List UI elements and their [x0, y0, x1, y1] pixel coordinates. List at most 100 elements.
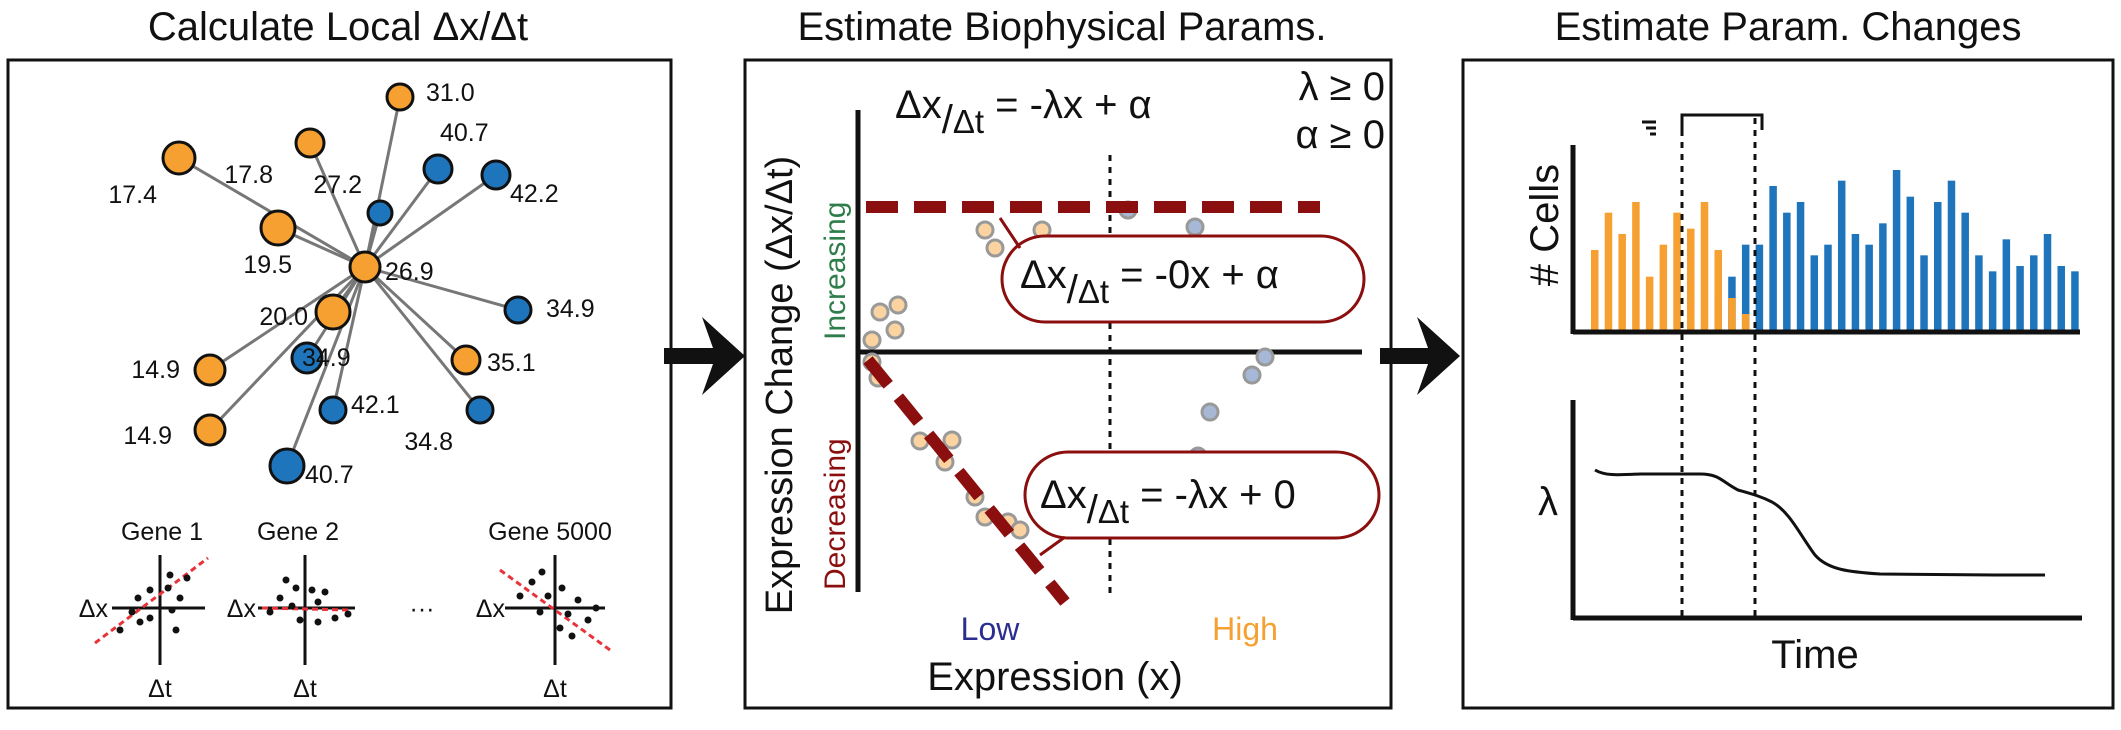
graph-edge — [209, 265, 366, 372]
cell-node — [318, 395, 348, 425]
cell-node — [193, 413, 227, 447]
center-cell-node — [348, 250, 382, 284]
graph-edge — [363, 96, 402, 268]
graph-edge — [363, 265, 468, 362]
gene5000-x-axis: Δt — [543, 675, 567, 703]
callout-bottom: Δx/Δt = -λx + 0 — [1040, 473, 1296, 532]
graph-edge — [363, 266, 482, 411]
gene1-x-axis: Δt — [148, 675, 172, 703]
gene-plot-5000: Gene 5000 Δx Δt — [476, 518, 612, 703]
panel3-frame — [1461, 58, 2115, 710]
histogram-bars — [1591, 170, 2079, 330]
arrow-icon — [664, 317, 745, 395]
gene2-y-axis: Δx — [227, 595, 257, 623]
graph-edge — [331, 266, 367, 411]
hist-bar-low — [2057, 266, 2065, 330]
high-label: High — [1212, 611, 1278, 647]
panel3-title: Estimate Param. Changes — [1555, 5, 2022, 49]
cell-value-label: 34.8 — [404, 428, 453, 456]
cell-value-label: 35.1 — [487, 349, 536, 377]
hist-bar-high — [1687, 228, 1695, 330]
panel2-xlabel: Expression (x) — [927, 655, 1183, 699]
hist-bar-high — [1659, 244, 1668, 330]
cell-value-label: 34.9 — [546, 295, 595, 323]
graph-edge — [308, 142, 367, 268]
panel2-ylabel: Expression Change (Δx/Δt) — [759, 156, 801, 614]
slide-icon — [1642, 120, 1656, 136]
constraint-alpha: α ≥ 0 — [1295, 113, 1385, 157]
hist-bar-low — [1851, 234, 1860, 330]
panel2-title: Estimate Biophysical Params. — [797, 5, 1326, 49]
hist-bar-low — [2043, 234, 2052, 330]
hist-bar-high — [1741, 314, 1750, 330]
cell-node — [259, 209, 297, 247]
gene5000-y-axis: Δx — [476, 595, 506, 623]
hist-bar-high — [1618, 234, 1626, 330]
hist-bar-low — [1755, 244, 1764, 330]
cell-value-label: 27.2 — [313, 171, 362, 199]
hist-bar-low — [1934, 202, 1942, 330]
hist-bar-low — [1906, 196, 1915, 330]
cell-node — [193, 353, 227, 387]
main-equation: Δx/Δt = -λx + α — [895, 83, 1152, 142]
hist-bar-low — [1961, 212, 1969, 330]
cell-value-label: 31.0 — [426, 79, 475, 107]
hist-bar-high — [1632, 202, 1640, 330]
hist-bar-low — [1879, 223, 1887, 330]
hist-bar-low — [1975, 255, 1983, 330]
arrow-icon — [1380, 317, 1460, 395]
low-label: Low — [961, 611, 1021, 647]
hist-bar-high — [1645, 276, 1654, 330]
cell-node — [294, 127, 326, 159]
cell-node — [268, 447, 306, 485]
cell-value-label: 19.5 — [243, 251, 292, 279]
hist-bar-low — [2030, 255, 2038, 330]
center-cell-label: 26.9 — [385, 258, 434, 286]
gene-label-2: Gene 2 — [257, 518, 339, 546]
hist-bar-low — [1783, 212, 1791, 330]
graph-edge — [364, 173, 497, 269]
graph-edge — [364, 265, 519, 312]
hist-bar-low — [1865, 244, 1873, 330]
cell-node — [314, 293, 352, 331]
fit-line — [94, 556, 209, 645]
cell-value-label: 14.9 — [123, 422, 172, 450]
panel1-frame — [6, 58, 673, 710]
gene-ellipsis: ··· — [410, 595, 435, 623]
gene-plot-2: Gene 2 Δx Δt — [227, 518, 355, 703]
graph-edge — [363, 168, 440, 268]
hist-bar-low — [1824, 244, 1832, 330]
hist-bar-high — [1673, 212, 1681, 330]
hist-bar-low — [1796, 202, 1805, 330]
hist-bar-low — [2016, 266, 2024, 330]
hist-bar-low — [2002, 239, 2011, 330]
graph-nodes: 31.0 17.8 27.2 40.7 42.2 17.4 19.5 34.9 20.0 14.9… — [108, 79, 594, 489]
cell-node — [450, 344, 482, 376]
window-bracket — [1680, 113, 1764, 130]
cell-value-label: 40.7 — [305, 461, 354, 489]
cells-ylabel: # Cells — [1523, 164, 1567, 286]
cell-node — [422, 153, 454, 185]
lambda-ylabel: λ — [1538, 480, 1558, 524]
time-xlabel: Time — [1771, 633, 1858, 677]
cell-node — [480, 159, 512, 191]
hist-bar-low — [2071, 271, 2079, 330]
cell-node — [465, 395, 495, 425]
increasing-label: Increasing — [819, 202, 852, 340]
hist-bar-low — [1837, 180, 1846, 330]
callout-bottom-box — [1023, 450, 1381, 540]
callout-top: Δx/Δt = -0x + α — [1020, 253, 1279, 312]
cell-value-label: 42.2 — [510, 180, 559, 208]
cell-node — [366, 199, 394, 227]
hist-bar-low — [1947, 180, 1956, 330]
lambda-fit-line — [863, 356, 1070, 606]
hist-bar-high — [1604, 212, 1613, 330]
hist-bar-high — [1714, 250, 1722, 330]
cell-node — [385, 82, 415, 112]
panel1-title: Calculate Local Δx/Δt — [148, 5, 528, 49]
gene1-y-axis: Δx — [79, 595, 109, 623]
cell-value-label: 40.7 — [440, 119, 489, 147]
hist-bar-high — [1728, 298, 1736, 330]
fit-line — [261, 606, 351, 612]
